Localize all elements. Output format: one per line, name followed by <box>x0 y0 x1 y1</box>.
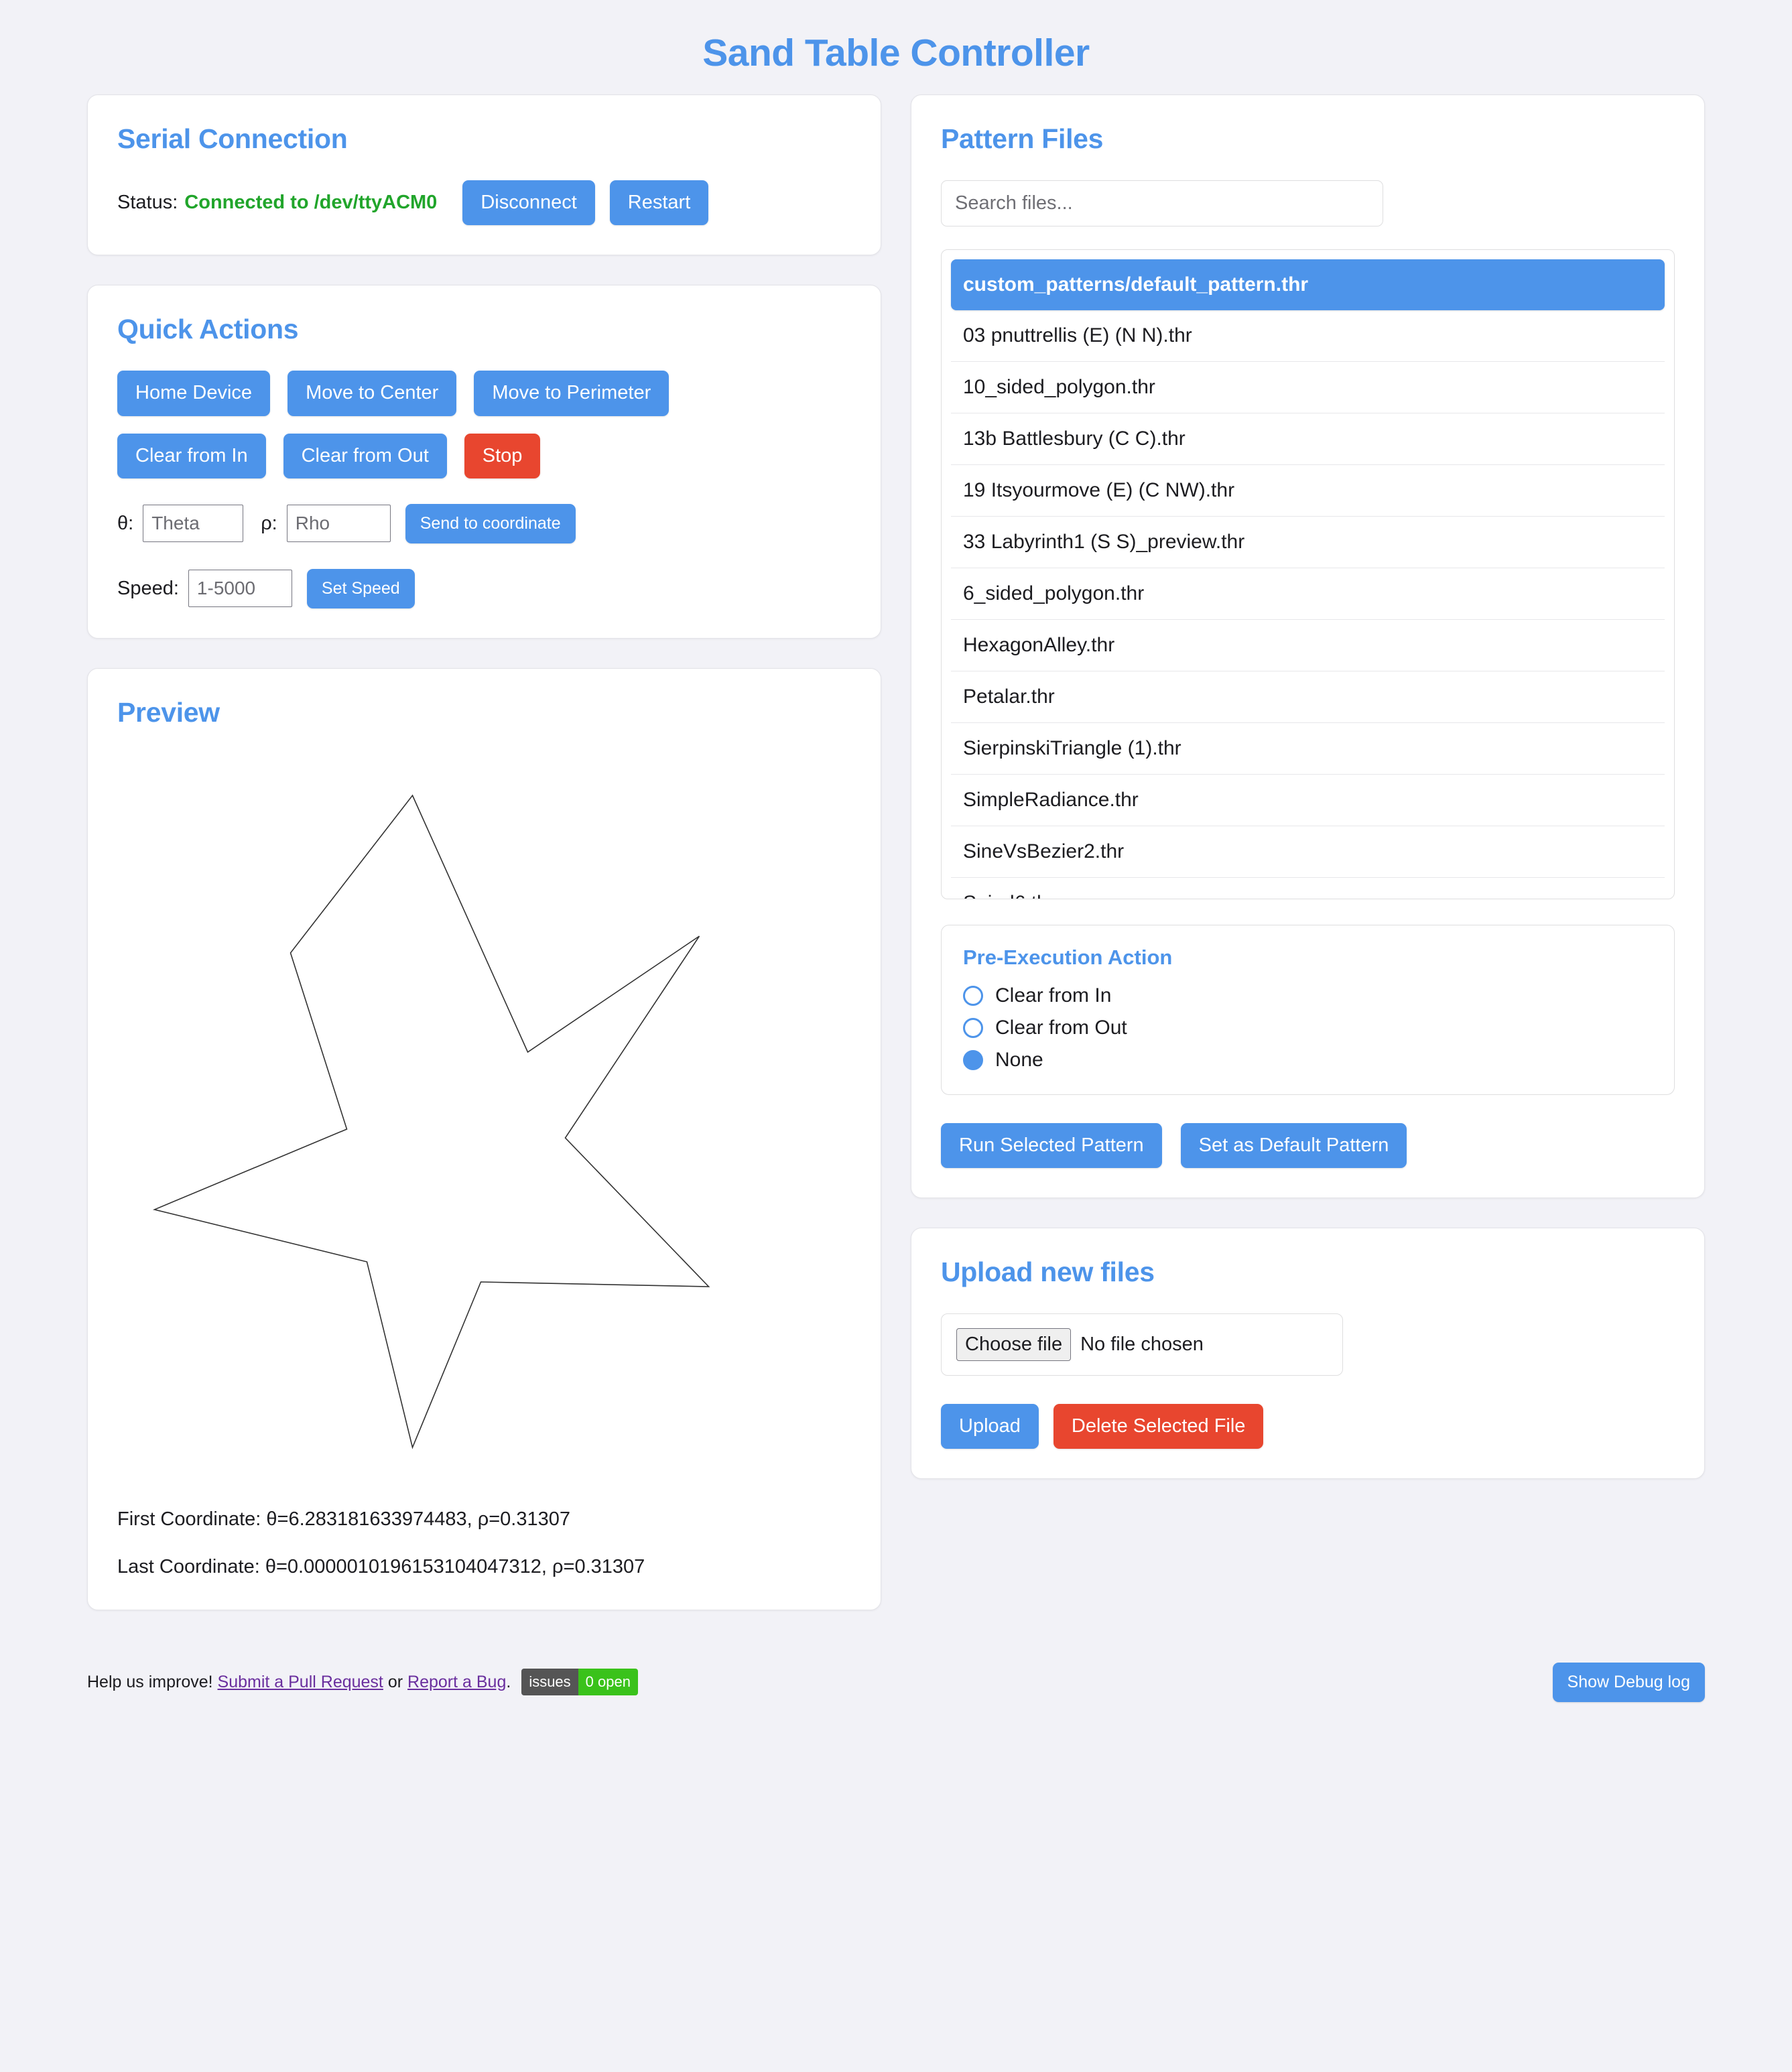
pre-execution-title: Pre-Execution Action <box>963 945 1173 969</box>
radio-option-clear-from-out[interactable]: Clear from Out <box>963 1017 1653 1039</box>
rho-input[interactable] <box>286 505 391 543</box>
home-device-button[interactable]: Home Device <box>117 371 271 416</box>
list-item[interactable]: SineVsBezier2.thr <box>951 826 1665 878</box>
page-title: Sand Table Controller <box>702 31 1090 74</box>
search-input[interactable] <box>941 180 1383 226</box>
list-item[interactable]: custom_patterns/default_pattern.thr <box>951 259 1665 310</box>
footer-help-text: Help us improve! Submit a Pull Request o… <box>87 1669 638 1696</box>
radio-option-clear-from-in[interactable]: Clear from In <box>963 984 1653 1007</box>
clear-from-in-button[interactable]: Clear from In <box>117 433 266 478</box>
theta-input[interactable] <box>143 505 244 543</box>
first-coordinate-text: First Coordinate: θ=6.283181633974483, ρ… <box>117 1508 570 1530</box>
pull-request-link[interactable]: Submit a Pull Request <box>217 1672 383 1691</box>
no-file-chosen-text: No file chosen <box>1080 1334 1204 1356</box>
list-item[interactable]: 33 Labyrinth1 (S S)_preview.thr <box>951 517 1665 568</box>
pre-execution-action-group: Pre-Execution Action Clear from In Clear… <box>941 924 1675 1095</box>
serial-status-row: Status: Connected to /dev/ttyACM0 Discon… <box>117 180 851 226</box>
disconnect-button[interactable]: Disconnect <box>462 180 595 226</box>
quick-actions-card: Quick Actions Home Device Move to Center… <box>87 285 881 639</box>
status-label: Status: <box>117 192 178 213</box>
speed-input-row: Speed: Set Speed <box>117 568 851 608</box>
pattern-files-title: Pattern Files <box>941 123 1104 154</box>
stop-button[interactable]: Stop <box>464 433 541 478</box>
list-item[interactable]: 03 pnuttrellis (E) (N N).thr <box>951 310 1665 362</box>
pattern-action-buttons: Run Selected Pattern Set as Default Patt… <box>941 1122 1675 1169</box>
clear-from-out-button[interactable]: Clear from Out <box>283 433 447 478</box>
main-layout: Serial Connection Status: Connected to /… <box>0 94 1792 1640</box>
upload-title: Upload new files <box>941 1256 1155 1288</box>
radio-icon[interactable] <box>963 985 983 1006</box>
quick-actions-title: Quick Actions <box>117 314 299 345</box>
upload-action-buttons: Upload Delete Selected File <box>941 1404 1675 1449</box>
report-bug-link[interactable]: Report a Bug <box>407 1672 507 1691</box>
list-item[interactable]: 19 Itsyourmove (E) (C NW).thr <box>951 465 1665 517</box>
radio-label: Clear from In <box>995 984 1112 1007</box>
move-to-center-button[interactable]: Move to Center <box>287 371 457 416</box>
run-selected-pattern-button[interactable]: Run Selected Pattern <box>941 1122 1162 1169</box>
radio-icon[interactable] <box>963 1017 983 1038</box>
list-item[interactable]: 10_sided_polygon.thr <box>951 362 1665 413</box>
help-label: Help us improve! <box>87 1672 213 1691</box>
issues-badge-label: issues <box>521 1669 578 1696</box>
radio-label: Clear from Out <box>995 1016 1127 1039</box>
period-label: . <box>506 1672 511 1691</box>
list-item[interactable]: SierpinskiTriangle (1).thr <box>951 723 1665 775</box>
issues-badge-count: 0 open <box>578 1669 638 1696</box>
list-item[interactable]: SimpleRadiance.thr <box>951 775 1665 826</box>
list-item[interactable]: Petalar.thr <box>951 671 1665 723</box>
serial-connection-title: Serial Connection <box>117 123 348 154</box>
quick-actions-row-2: Clear from In Clear from Out Stop <box>117 433 851 478</box>
or-label: or <box>387 1672 403 1691</box>
left-column: Serial Connection Status: Connected to /… <box>87 94 881 1640</box>
preview-title: Preview <box>117 696 220 728</box>
show-debug-log-button[interactable]: Show Debug log <box>1552 1663 1705 1702</box>
pattern-files-card: Pattern Files custom_patterns/default_pa… <box>911 94 1705 1199</box>
restart-button[interactable]: Restart <box>609 180 709 226</box>
set-as-default-pattern-button[interactable]: Set as Default Pattern <box>1180 1122 1407 1169</box>
serial-connection-card: Serial Connection Status: Connected to /… <box>87 94 881 256</box>
speed-input[interactable] <box>188 570 292 608</box>
send-to-coordinate-button[interactable]: Send to coordinate <box>405 504 576 543</box>
set-speed-button[interactable]: Set Speed <box>306 568 415 608</box>
list-item[interactable]: 13b Battlesbury (C C).thr <box>951 413 1665 465</box>
status-badge: Connected to /dev/ttyACM0 <box>184 192 438 213</box>
issues-badge[interactable]: issues 0 open <box>521 1669 638 1696</box>
list-item[interactable]: Spiral6.thr <box>951 878 1665 899</box>
upload-card: Upload new files Choose file No file cho… <box>911 1228 1705 1480</box>
theta-label: θ: <box>117 512 134 534</box>
list-item[interactable]: 6_sided_polygon.thr <box>951 568 1665 620</box>
pattern-preview-canvas <box>152 794 710 1449</box>
choose-file-button[interactable]: Choose file <box>956 1328 1072 1362</box>
coordinate-input-row: θ: ρ: Send to coordinate <box>117 504 851 543</box>
preview-card: Preview First Coordinate: θ=6.2831816339… <box>87 667 881 1611</box>
file-input-control[interactable]: Choose file No file chosen <box>941 1313 1343 1376</box>
radio-label: None <box>995 1048 1043 1071</box>
upload-button[interactable]: Upload <box>941 1404 1039 1449</box>
list-item[interactable]: HexagonAlley.thr <box>951 620 1665 671</box>
move-to-perimeter-button[interactable]: Move to Perimeter <box>474 371 669 416</box>
right-column: Pattern Files custom_patterns/default_pa… <box>911 94 1705 1509</box>
pattern-file-list[interactable]: custom_patterns/default_pattern.thr 03 p… <box>941 249 1675 899</box>
speed-label: Speed: <box>117 577 179 599</box>
footer: Help us improve! Submit a Pull Request o… <box>0 1648 1792 1702</box>
last-coordinate-text: Last Coordinate: θ=0.0000010196153104047… <box>117 1556 645 1578</box>
star-shape <box>152 794 710 1449</box>
delete-selected-file-button[interactable]: Delete Selected File <box>1053 1404 1264 1449</box>
radio-icon-selected[interactable] <box>963 1049 983 1070</box>
rho-label: ρ: <box>261 512 277 534</box>
radio-option-none[interactable]: None <box>963 1049 1653 1072</box>
quick-actions-row-1: Home Device Move to Center Move to Perim… <box>117 371 851 416</box>
